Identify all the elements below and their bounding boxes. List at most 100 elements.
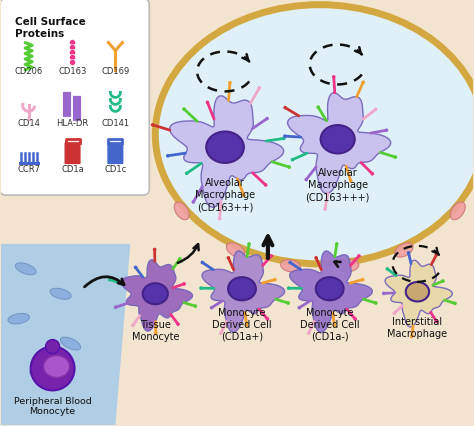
FancyBboxPatch shape [73,96,82,122]
Circle shape [206,101,209,105]
Circle shape [247,243,251,246]
Circle shape [288,261,292,265]
Circle shape [46,340,60,354]
Circle shape [410,335,413,339]
Circle shape [453,302,457,305]
Circle shape [199,287,203,290]
Circle shape [264,184,267,187]
Text: Monocyte
Derived Cell
(CD1a+): Monocyte Derived Cell (CD1a+) [212,307,272,341]
Polygon shape [121,260,192,331]
Circle shape [354,317,357,321]
Ellipse shape [50,288,71,299]
Circle shape [374,302,378,305]
Ellipse shape [60,337,81,350]
Circle shape [228,82,232,85]
Ellipse shape [228,277,256,301]
Circle shape [70,46,75,52]
Circle shape [282,137,286,141]
Circle shape [210,306,213,310]
Circle shape [332,76,336,80]
Circle shape [176,322,180,326]
Text: Cell Surface
Proteins: Cell Surface Proteins [15,17,85,39]
Ellipse shape [316,277,344,301]
Text: CD169: CD169 [101,67,129,76]
Ellipse shape [8,314,29,324]
Circle shape [384,129,388,132]
Circle shape [298,306,301,310]
Text: Interstitial
Macrophage: Interstitial Macrophage [387,316,447,338]
Text: CD14: CD14 [17,119,40,128]
Circle shape [287,166,291,170]
Circle shape [273,278,277,282]
Text: Alveolar
Macrophage
(CD163++): Alveolar Macrophage (CD163++) [195,178,255,212]
Text: CCR7: CCR7 [17,165,40,174]
Circle shape [357,255,361,258]
Ellipse shape [174,202,189,220]
Circle shape [245,324,248,327]
Circle shape [154,332,158,336]
Text: Peripheral Blood
Monocyte: Peripheral Blood Monocyte [14,396,91,415]
Circle shape [166,155,170,158]
Circle shape [182,108,186,112]
Circle shape [266,317,269,321]
Circle shape [371,173,374,176]
Polygon shape [385,261,452,327]
Circle shape [269,255,273,258]
Text: CD1c: CD1c [104,165,127,174]
Circle shape [257,87,261,90]
Circle shape [191,201,195,204]
Circle shape [193,305,197,308]
Ellipse shape [227,243,245,257]
Circle shape [178,257,182,261]
Circle shape [435,320,438,324]
Circle shape [70,60,75,66]
Circle shape [361,81,365,85]
Ellipse shape [30,368,52,379]
Ellipse shape [339,260,359,272]
Ellipse shape [155,6,474,264]
Circle shape [131,324,135,328]
Circle shape [304,178,308,182]
Circle shape [314,256,318,260]
Text: Monocyte
Derived Cell
(CD1a-): Monocyte Derived Cell (CD1a-) [300,307,359,341]
Ellipse shape [320,126,355,154]
Circle shape [283,106,287,110]
Polygon shape [170,97,283,208]
FancyBboxPatch shape [0,0,149,196]
Text: HLA-DR: HLA-DR [56,119,89,128]
FancyBboxPatch shape [107,142,124,165]
Circle shape [151,124,155,127]
Ellipse shape [450,202,465,220]
Circle shape [153,248,156,252]
Polygon shape [202,251,284,332]
Circle shape [108,278,111,282]
Circle shape [335,243,338,246]
Circle shape [283,135,287,138]
Circle shape [441,279,445,283]
Circle shape [114,306,118,309]
Circle shape [219,331,223,335]
Polygon shape [1,245,130,425]
Text: CD163: CD163 [58,67,87,76]
Circle shape [134,266,137,270]
Circle shape [333,324,336,327]
Circle shape [385,268,389,271]
Circle shape [70,55,75,61]
Ellipse shape [15,263,36,275]
Circle shape [323,208,327,211]
Circle shape [349,180,353,184]
Text: CD1a: CD1a [61,165,84,174]
Circle shape [382,292,385,296]
Circle shape [265,118,269,121]
Circle shape [435,253,438,257]
FancyBboxPatch shape [63,92,72,118]
Circle shape [393,156,397,159]
Circle shape [361,278,365,282]
Circle shape [407,251,410,255]
Circle shape [218,217,221,221]
Polygon shape [290,251,372,332]
Ellipse shape [395,243,413,257]
Text: CD141: CD141 [101,119,129,128]
Circle shape [286,302,290,305]
Ellipse shape [31,347,74,391]
